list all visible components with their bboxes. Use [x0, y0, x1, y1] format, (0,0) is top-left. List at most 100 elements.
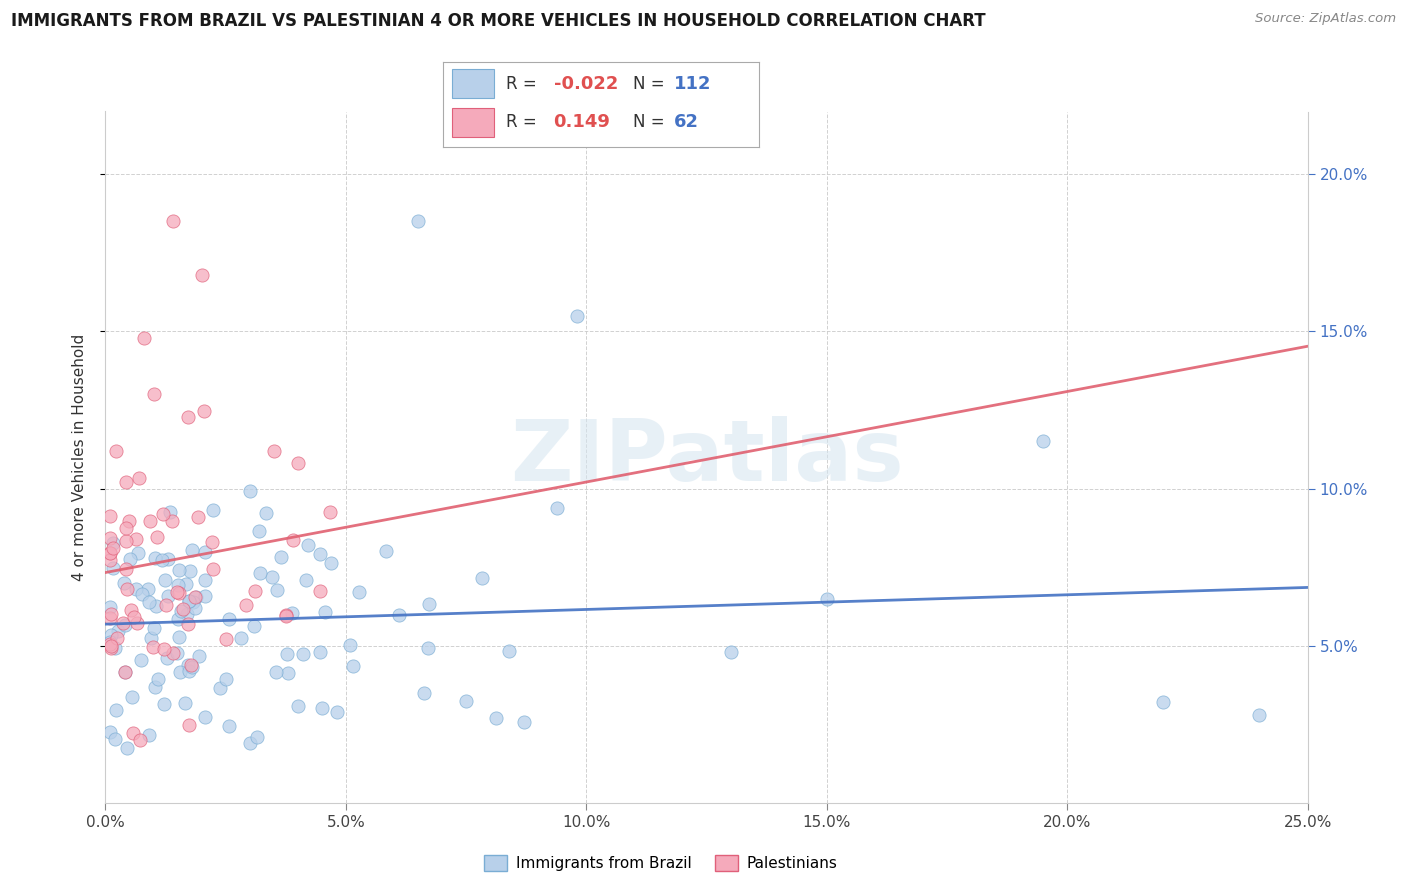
Point: [309, 583, 332, 598]
Point: [166, 577, 188, 591]
Point: [498, 644, 520, 658]
Point: [112, 575, 135, 590]
Point: [105, 631, 128, 645]
Point: [281, 606, 304, 620]
Point: [418, 597, 440, 611]
Point: [122, 610, 145, 624]
Point: [153, 641, 176, 656]
Point: [129, 653, 152, 667]
Point: [98, 531, 121, 545]
Point: [167, 563, 190, 577]
Point: [260, 570, 283, 584]
Point: [1032, 434, 1054, 449]
Point: [122, 726, 145, 740]
Point: [180, 658, 202, 673]
Text: -0.022: -0.022: [554, 75, 619, 93]
Point: [184, 590, 207, 604]
Point: [112, 615, 135, 630]
Point: [218, 719, 240, 733]
Point: [166, 646, 188, 660]
Point: [114, 521, 136, 535]
Point: [104, 732, 127, 747]
Point: [270, 550, 292, 565]
Point: [326, 706, 349, 720]
Point: [274, 607, 297, 622]
Point: [172, 601, 194, 615]
Point: [98, 634, 121, 648]
Point: [546, 500, 568, 515]
Point: [107, 624, 129, 639]
Point: [266, 582, 288, 597]
Point: [121, 690, 143, 705]
Point: [125, 533, 148, 547]
Point: [187, 648, 209, 663]
Point: [146, 530, 169, 544]
Point: [471, 571, 494, 585]
Point: [162, 514, 184, 528]
Point: [115, 582, 138, 597]
Point: [513, 714, 536, 729]
Point: [283, 533, 305, 548]
Point: [169, 665, 191, 679]
Legend: Immigrants from Brazil, Palestinians: Immigrants from Brazil, Palestinians: [478, 849, 844, 877]
Point: [215, 672, 238, 686]
Point: [155, 598, 177, 612]
Point: [114, 665, 136, 680]
Point: [142, 621, 165, 635]
Point: [194, 589, 217, 603]
Point: [184, 601, 207, 615]
Point: [815, 591, 838, 606]
Point: [349, 585, 371, 599]
Point: [249, 566, 271, 581]
Point: [101, 536, 124, 550]
Point: [152, 507, 174, 521]
Point: [264, 665, 287, 679]
Point: [297, 538, 319, 552]
Point: [114, 665, 136, 680]
Point: [186, 591, 208, 605]
Bar: [453, 70, 494, 98]
Point: [190, 268, 212, 282]
Point: [342, 658, 364, 673]
Point: [169, 630, 191, 644]
Point: [194, 709, 217, 723]
Point: [136, 582, 159, 596]
Point: [276, 608, 298, 623]
Point: [98, 553, 121, 567]
Point: [287, 457, 309, 471]
Point: [118, 552, 141, 566]
Point: [174, 696, 197, 710]
Point: [143, 550, 166, 565]
Bar: [453, 108, 494, 137]
Text: 62: 62: [673, 112, 699, 131]
Point: [565, 309, 588, 323]
Point: [177, 594, 200, 608]
Point: [179, 564, 201, 578]
Point: [311, 700, 333, 714]
Point: [128, 471, 150, 485]
Point: [101, 541, 124, 556]
Point: [138, 514, 160, 528]
Point: [169, 604, 191, 618]
Point: [145, 599, 167, 614]
Point: [98, 509, 121, 524]
Point: [142, 387, 165, 401]
Point: [388, 608, 411, 623]
Point: [308, 645, 330, 659]
Point: [179, 664, 201, 678]
Point: [127, 615, 149, 630]
Text: R =: R =: [506, 75, 537, 93]
Point: [176, 617, 198, 632]
Text: Source: ZipAtlas.com: Source: ZipAtlas.com: [1256, 12, 1396, 25]
Point: [166, 612, 188, 626]
Text: ZIPatlas: ZIPatlas: [509, 416, 904, 499]
Point: [177, 657, 200, 672]
Point: [215, 632, 238, 646]
Text: 0.149: 0.149: [554, 112, 610, 131]
Point: [100, 639, 122, 653]
Point: [120, 603, 142, 617]
Point: [1152, 695, 1174, 709]
Point: [100, 607, 122, 621]
Point: [162, 214, 184, 228]
Point: [194, 544, 217, 558]
